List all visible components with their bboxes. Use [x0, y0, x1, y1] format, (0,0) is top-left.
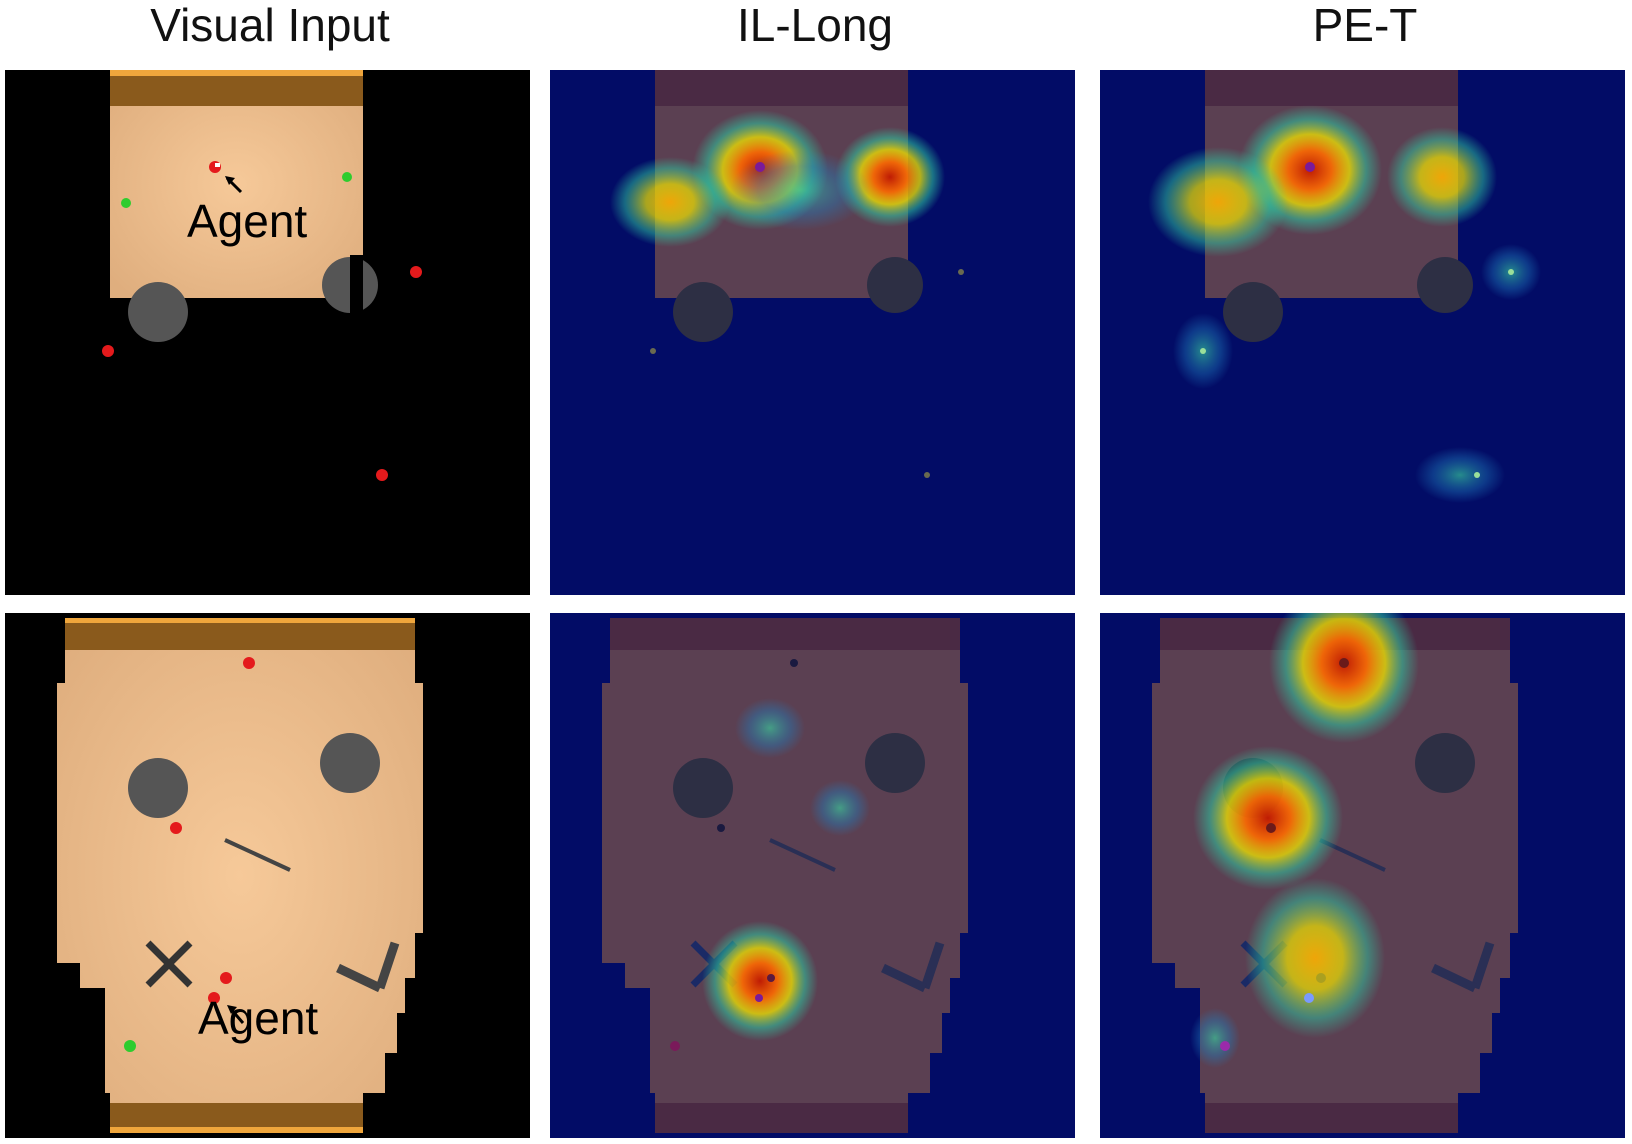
column-title-visual-input: Visual Input [150, 0, 390, 51]
target-marker [410, 266, 422, 278]
attention-hotspot [1193, 746, 1343, 890]
attention-hotspot [1269, 613, 1419, 743]
target-marker [102, 345, 114, 357]
goal-marker [342, 172, 352, 182]
panel-visual-input-top: Agent [5, 70, 530, 595]
obstacle [320, 733, 380, 793]
attention-hotspot [610, 157, 730, 247]
agent-annotation: Agent [187, 195, 308, 247]
attention-hotspot [702, 921, 818, 1041]
room-floor [57, 618, 423, 1133]
goal-marker [121, 198, 131, 208]
target-marker [220, 972, 232, 984]
agent-marker [208, 992, 220, 1004]
obstacle [128, 282, 188, 342]
column-title-il-long: IL-Long [736, 0, 893, 51]
attention-hotspot [1148, 147, 1288, 257]
room-wall [65, 618, 415, 650]
panel-il-long-bottom [550, 613, 1075, 1138]
column-title-pe-t: PE-T [1312, 0, 1418, 51]
attention-hotspot [1245, 878, 1385, 1038]
obstacle [128, 758, 188, 818]
target-marker [170, 822, 182, 834]
room-floor [110, 70, 363, 298]
attention-hotspot [1387, 127, 1497, 227]
panel-visual-input-bottom: Agent [5, 613, 530, 1138]
panel-il-long-top [550, 70, 1075, 595]
goal-marker [124, 1040, 136, 1052]
panel-pe-t-bottom [1100, 613, 1625, 1138]
panel-pe-t-top [1100, 70, 1625, 595]
target-marker [243, 657, 255, 669]
agent-annotation: Agent [198, 992, 319, 1044]
target-marker [376, 469, 388, 481]
